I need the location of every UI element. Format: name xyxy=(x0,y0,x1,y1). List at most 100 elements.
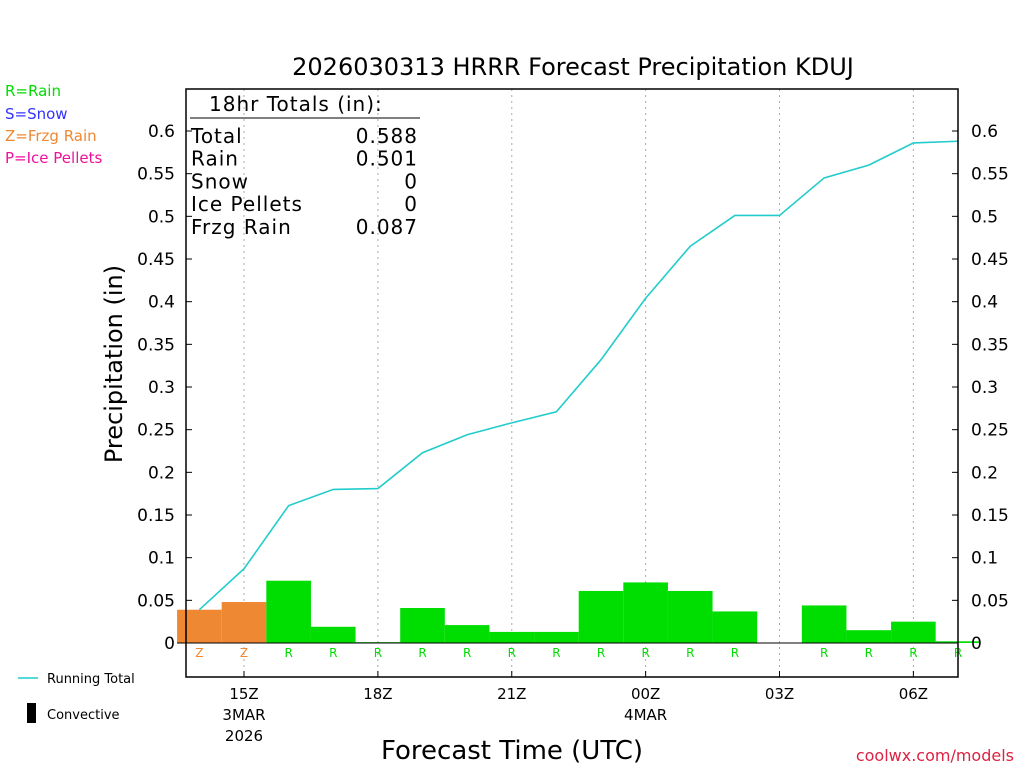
y-tick-label: 0.05 xyxy=(971,591,1009,611)
precip-bar xyxy=(177,609,222,643)
y-tick-label: 0.35 xyxy=(137,335,175,355)
y-tick-label: 0.1 xyxy=(971,549,998,569)
y-axis-left: 0 0.05 0.1 0.15 0.2 0.25 0.3 0.35 0.4 0.45 0.5 0.55… xyxy=(137,122,192,654)
y-tick-label: 0 xyxy=(164,634,175,654)
precip-bar xyxy=(310,626,356,643)
y-tick-label: 0.15 xyxy=(137,506,175,526)
y-axis-label: Precipitation (in) xyxy=(100,265,128,463)
precip-type-label: R xyxy=(865,646,873,660)
running-total-legend-label: Running Total xyxy=(47,672,135,687)
precip-type-label: R xyxy=(820,646,828,660)
convective-legend-label: Convective xyxy=(47,708,120,723)
precip-bar xyxy=(534,631,579,643)
totals-row-value: 0.588 xyxy=(356,124,418,148)
totals-header: 18hr Totals (in): xyxy=(209,92,383,116)
y-axis-right: 0 0.05 0.1 0.15 0.2 0.25 0.3 0.35 0.4 0.45 0.5 0.55… xyxy=(952,122,1009,654)
y-tick-label: 0.55 xyxy=(971,165,1009,185)
precip-type-label: R xyxy=(686,646,694,660)
precip-type-label: R xyxy=(597,646,605,660)
x-axis-label: Forecast Time (UTC) xyxy=(381,736,643,766)
y-tick-label: 0.5 xyxy=(971,207,998,227)
totals-row-value: 0.501 xyxy=(356,147,418,171)
y-tick-label: 0.6 xyxy=(148,122,175,142)
x-tick-year: 2026 xyxy=(225,727,263,745)
x-tick-label: 18Z xyxy=(363,685,392,703)
x-tick-label: 06Z xyxy=(899,685,928,703)
y-tick-label: 0.4 xyxy=(148,293,175,313)
x-tick-label: 03Z xyxy=(765,685,794,703)
precip-type-label: R xyxy=(284,646,292,660)
precip-bar xyxy=(221,602,267,643)
totals-row-label: Rain xyxy=(191,147,239,171)
precip-bar xyxy=(846,630,892,643)
y-tick-label: 0.2 xyxy=(971,463,998,483)
totals-row-label: Snow xyxy=(191,169,249,193)
totals-row-label: Frzg Rain xyxy=(191,215,292,239)
y-tick-label: 0.55 xyxy=(137,165,175,185)
y-tick-label: 0.05 xyxy=(137,591,175,611)
y-tick-label: 0.3 xyxy=(971,378,998,398)
precip-bar xyxy=(489,631,535,643)
x-tick-label: 00Z xyxy=(631,685,660,703)
totals-row-label: Ice Pellets xyxy=(191,192,303,216)
precip-bar xyxy=(891,621,936,643)
y-tick-label: 0.25 xyxy=(971,421,1009,441)
y-tick-label: 0.5 xyxy=(148,207,175,227)
precip-type-label: Z xyxy=(240,646,248,660)
precip-type-label: R xyxy=(463,646,471,660)
y-tick-label: 0.6 xyxy=(971,122,998,142)
x-axis-ticks: 15Z 3MAR 2026 18Z 21Z 00Z 4MAR 03Z 06Z xyxy=(222,671,928,745)
legend-frzg-rain: Z=Frzg Rain xyxy=(5,127,97,145)
precip-type-label: R xyxy=(731,646,739,660)
y-tick-label: 0.15 xyxy=(971,506,1009,526)
precip-bar xyxy=(623,582,668,643)
precip-type-label: R xyxy=(418,646,426,660)
y-tick-label: 0.1 xyxy=(148,549,175,569)
y-tick-label: 0.3 xyxy=(148,378,175,398)
legend-snow: S=Snow xyxy=(5,105,68,123)
precip-bar xyxy=(266,580,311,643)
totals-row-value: 0.087 xyxy=(356,215,418,239)
precip-type-label: R xyxy=(552,646,560,660)
type-legend: R=Rain S=Snow Z=Frzg Rain P=Ice Pellets xyxy=(5,82,102,167)
precip-bar xyxy=(801,605,847,643)
precip-type-label: R xyxy=(329,646,337,660)
precip-type-label: R xyxy=(374,646,382,660)
totals-row-label: Total xyxy=(190,124,243,148)
precip-type-label: R xyxy=(508,646,516,660)
precip-bar xyxy=(400,608,445,643)
bottom-legend: Running Total Convective xyxy=(18,672,135,723)
legend-rain: R=Rain xyxy=(5,82,61,100)
y-tick-label: 0.35 xyxy=(971,335,1009,355)
precip-bars xyxy=(177,580,981,643)
x-tick-date: 3MAR xyxy=(222,706,265,724)
convective-swatch xyxy=(27,703,36,723)
grid-lines xyxy=(243,89,914,677)
precip-bar xyxy=(712,611,758,643)
x-tick-label: 21Z xyxy=(497,685,526,703)
y-tick-label: 0.2 xyxy=(148,463,175,483)
chart-title: 2026030313 HRRR Forecast Precipitation K… xyxy=(292,53,854,81)
y-tick-label: 0.4 xyxy=(971,293,998,313)
totals-box: 18hr Totals (in): Total 0.588 Rain 0.501 Sno… xyxy=(190,92,420,239)
y-tick-label: 0.45 xyxy=(971,250,1009,270)
totals-row-value: 0 xyxy=(404,169,418,193)
legend-ice-pellets: P=Ice Pellets xyxy=(5,149,102,167)
y-tick-label: 0.45 xyxy=(137,250,175,270)
y-tick-label: 0 xyxy=(971,634,982,654)
y-tick-label: 0.25 xyxy=(137,421,175,441)
credit-text: coolwx.com/models xyxy=(856,746,1014,765)
precip-type-label: R xyxy=(909,646,917,660)
plot-frame xyxy=(185,88,959,678)
x-tick-date: 4MAR xyxy=(624,706,667,724)
precip-bar xyxy=(667,590,713,643)
precip-bar xyxy=(444,625,490,643)
precip-type-label: Z xyxy=(195,646,203,660)
running-total-line xyxy=(198,140,959,611)
totals-row-value: 0 xyxy=(404,192,418,216)
x-tick-label: 15Z xyxy=(229,685,258,703)
precip-type-label: R xyxy=(641,646,649,660)
precip-bar xyxy=(578,590,624,643)
